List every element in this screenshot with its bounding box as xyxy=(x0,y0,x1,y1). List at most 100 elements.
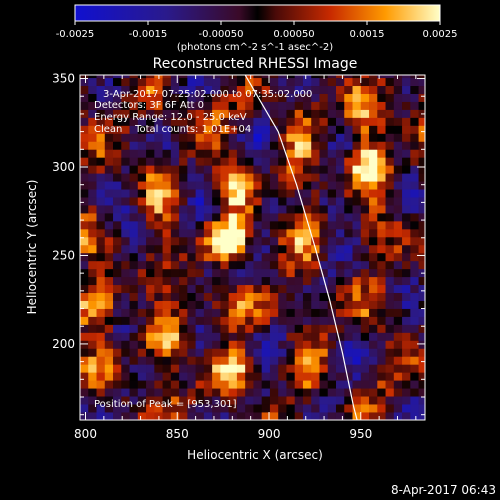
heatmap-cell xyxy=(327,228,337,238)
heatmap-cell xyxy=(96,205,106,214)
heatmap-cell xyxy=(88,93,97,102)
heatmap-cell xyxy=(236,316,246,325)
heatmap-cell xyxy=(170,133,180,142)
heatmap-cell xyxy=(294,284,304,294)
colorbar: -0.0025 -0.0015 -0.00050 0.00050 0.0015 0.002… xyxy=(56,4,458,53)
heatmap-cell xyxy=(228,141,238,150)
heatmap-cell xyxy=(129,133,139,142)
heatmap-cell xyxy=(369,260,378,270)
heatmap-cell xyxy=(236,260,246,270)
heatmap-cell xyxy=(294,404,304,413)
heatmap-cell xyxy=(286,133,296,142)
heatmap-cell xyxy=(278,236,287,246)
heatmap-cell xyxy=(369,268,378,278)
heatmap-cell xyxy=(121,324,130,333)
heatmap-cell xyxy=(154,157,163,166)
heatmap-cell xyxy=(294,197,304,206)
heatmap-cell xyxy=(104,300,114,309)
heatmap-cell xyxy=(286,101,296,110)
heatmap-cell xyxy=(302,340,312,349)
heatmap-cell xyxy=(96,157,106,166)
heatmap-cell xyxy=(170,93,180,102)
heatmap-cell xyxy=(294,244,304,254)
heatmap-cell xyxy=(360,244,370,254)
heatmap-cell xyxy=(286,396,296,405)
heatmap-cell xyxy=(146,292,155,301)
heatmap-cell xyxy=(236,364,246,373)
heatmap-cell xyxy=(311,268,320,278)
heatmap-cell xyxy=(294,109,304,118)
heatmap-cell xyxy=(410,228,419,238)
heatmap-cell xyxy=(269,117,279,126)
colorbar-tick-label: -0.0025 xyxy=(56,29,95,40)
heatmap-cell xyxy=(393,125,403,134)
heatmap-cell xyxy=(253,372,263,381)
heatmap-cell xyxy=(129,300,139,309)
heatmap-cell xyxy=(269,324,279,333)
heatmap-cell xyxy=(170,412,180,420)
annotation-energy-range: Energy Range: 12.0 - 25.0 keV xyxy=(94,112,247,123)
heatmap-cell xyxy=(327,181,337,190)
heatmap-cell xyxy=(385,205,395,214)
heatmap-cell xyxy=(170,75,180,79)
heatmap-cell xyxy=(170,117,180,126)
heatmap-cell xyxy=(410,356,419,365)
heatmap-cell xyxy=(113,324,122,333)
heatmap-cell xyxy=(113,109,122,118)
heatmap-cell xyxy=(154,133,163,142)
heatmap-cell xyxy=(203,77,213,87)
heatmap-cell xyxy=(245,300,254,309)
heatmap-cell xyxy=(88,340,97,349)
heatmap-cell xyxy=(113,220,122,230)
heatmap-cell xyxy=(418,85,425,94)
heatmap-cell xyxy=(369,141,378,150)
heatmap-cell xyxy=(294,324,304,333)
heatmap-cell xyxy=(377,205,386,214)
heatmap-cell xyxy=(104,189,114,198)
heatmap-cell xyxy=(228,101,238,110)
heatmap-cell xyxy=(236,412,246,420)
heatmap-cell xyxy=(170,77,180,87)
heatmap-cell xyxy=(302,85,312,94)
heatmap-cell xyxy=(137,292,147,301)
heatmap-cell xyxy=(352,380,362,389)
heatmap-cell xyxy=(402,396,411,405)
heatmap-cell xyxy=(369,228,378,238)
heatmap-cell xyxy=(311,205,320,214)
heatmap-cell xyxy=(393,244,403,254)
heatmap-cell xyxy=(162,141,172,150)
heatmap-cell xyxy=(344,189,353,198)
heatmap-cell xyxy=(129,101,139,110)
colorbar-gradient xyxy=(74,4,441,22)
heatmap-cell xyxy=(113,93,122,102)
heatmap-cell xyxy=(154,404,163,413)
heatmap-cell xyxy=(393,205,403,214)
heatmap-cell xyxy=(195,109,205,118)
heatmap-cell xyxy=(319,396,329,405)
heatmap-cell xyxy=(335,189,345,198)
heatmap-cell xyxy=(327,85,337,94)
heatmap-cell xyxy=(179,101,188,110)
heatmap-cell xyxy=(179,356,188,365)
heatmap-cell xyxy=(113,372,122,381)
heatmap-cell xyxy=(294,332,304,341)
heatmap-cell xyxy=(195,364,205,373)
heatmap-cell xyxy=(261,308,271,317)
heatmap-cell xyxy=(319,324,329,333)
heatmap-cell xyxy=(170,340,180,349)
heatmap-cell xyxy=(319,181,329,190)
heatmap-cell xyxy=(253,213,263,222)
heatmap-cell xyxy=(187,181,197,190)
heatmap-cell xyxy=(261,125,271,134)
heatmap-cell xyxy=(162,404,172,413)
heatmap-cell xyxy=(220,125,230,134)
heatmap-cell xyxy=(294,412,304,420)
heatmap-cell xyxy=(154,205,163,214)
heatmap-cell xyxy=(146,157,155,166)
heatmap-cell xyxy=(302,324,312,333)
heatmap-cell xyxy=(311,316,320,325)
heatmap-cell xyxy=(154,220,163,230)
heatmap-cell xyxy=(261,117,271,126)
heatmap-cell xyxy=(137,236,147,246)
